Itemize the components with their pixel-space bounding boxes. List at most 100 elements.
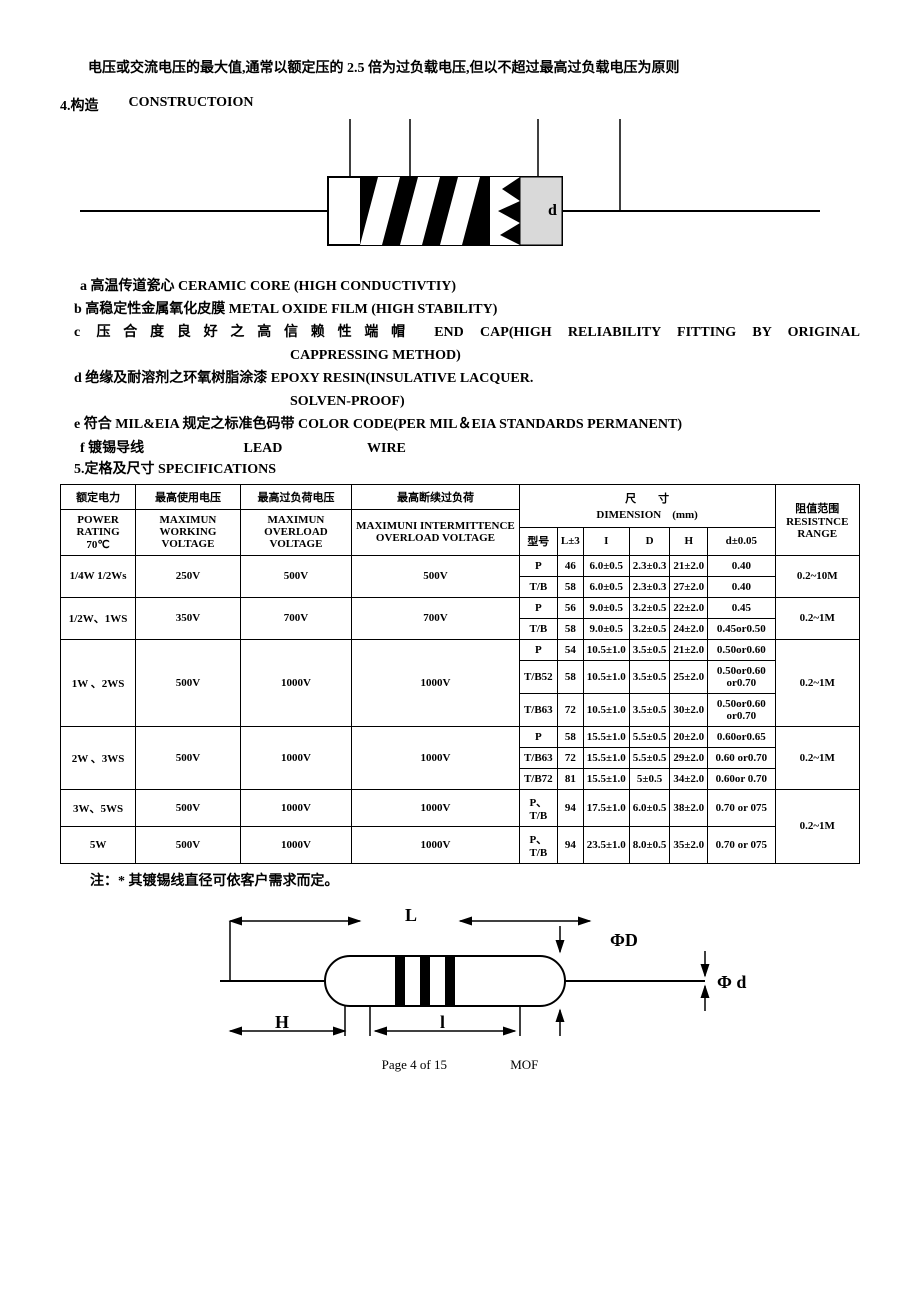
cell: 1/2W、1WS: [61, 597, 136, 639]
cell: 58: [557, 726, 583, 747]
cell: 1000V: [352, 726, 520, 789]
doc-code: MOF: [510, 1057, 538, 1073]
section4-title-en: CONSTRUCTOION: [129, 95, 254, 111]
dim-d: Φ d: [717, 972, 746, 992]
cell: 54: [557, 639, 583, 660]
cell: 700V: [352, 597, 520, 639]
table-row: 1/2W、1WS350V700V700VP569.0±0.53.2±0.522±…: [61, 597, 860, 618]
cell: T/B52: [519, 660, 557, 693]
dim-l: l: [440, 1012, 445, 1032]
cell: 500V: [352, 555, 520, 597]
cell: 22±2.0: [670, 597, 708, 618]
table-row: 1/4W 1/2Ws250V500V500VP466.0±0.52.3±0.32…: [61, 555, 860, 576]
page-number: Page 4 of 15: [382, 1057, 447, 1073]
cell: T/B: [519, 576, 557, 597]
label-d-desc1: d 绝缘及耐溶剂之环氧树脂涂漆 EPOXY RESIN(INSULATIVE L…: [74, 368, 860, 389]
cell: 0.50or0.60 or0.70: [708, 693, 775, 726]
cell: 9.0±0.5: [583, 618, 629, 639]
label-c-desc2: CAPPRESSING METHOD): [80, 345, 860, 366]
cell: 1000V: [240, 726, 351, 789]
cell: 0.45or0.50: [708, 618, 775, 639]
cell: 0.40: [708, 576, 775, 597]
cell: P、T/B: [519, 789, 557, 826]
cell: 2W 、3WS: [61, 726, 136, 789]
cell: 8.0±0.5: [629, 826, 670, 863]
th-miov-cn: 最高断续过负荷: [352, 484, 520, 509]
cell: 10.5±1.0: [583, 693, 629, 726]
th-mwv-cn: 最高使用电压: [136, 484, 241, 509]
cell: 20±2.0: [670, 726, 708, 747]
th-mov-en: MAXIMUN OVERLOAD VOLTAGE: [240, 509, 351, 555]
label-d-desc2: SOLVEN-PROOF): [80, 391, 860, 412]
cell: 15.5±1.0: [583, 726, 629, 747]
cell: 1000V: [240, 826, 351, 863]
th-miov-en: MAXIMUNI INTERMITTENCE OVERLOAD VOLTAGE: [352, 509, 520, 555]
cell: 5±0.5: [629, 768, 670, 789]
spec-table: 额定电力 最高使用电压 最高过负荷电压 最高断续过负荷 尺 寸 DIMENSIO…: [60, 484, 860, 864]
cell: 30±2.0: [670, 693, 708, 726]
label-f-desc: f 镀锡导线 LEAD WIRE: [80, 437, 860, 457]
cell: 700V: [240, 597, 351, 639]
cell: 21±2.0: [670, 639, 708, 660]
cell: 58: [557, 576, 583, 597]
cell: 3W、5WS: [61, 789, 136, 826]
th-sub-0: 型号: [519, 527, 557, 555]
cell: 1W 、2WS: [61, 639, 136, 726]
cell: 0.2~10M: [775, 555, 859, 597]
cell: 9.0±0.5: [583, 597, 629, 618]
cell: 5.5±0.5: [629, 747, 670, 768]
cell: 5W: [61, 826, 136, 863]
th-pr-cn: 额定电力: [61, 484, 136, 509]
label-a-desc: a 高温传道瓷心 CERAMIC CORE (HIGH CONDUCTIVTIY…: [80, 276, 860, 297]
cell: 15.5±1.0: [583, 768, 629, 789]
cell: 58: [557, 660, 583, 693]
cell: 500V: [136, 826, 241, 863]
cell: 0.2~1M: [775, 639, 859, 726]
cell: 250V: [136, 555, 241, 597]
th-sub-5: d±0.05: [708, 527, 775, 555]
cell: 94: [557, 826, 583, 863]
cell: 3.2±0.5: [629, 597, 670, 618]
dimension-diagram: L ΦD Φ d H l: [60, 896, 860, 1051]
cell: 0.60or 0.70: [708, 768, 775, 789]
section5-title: 5.定格及尺寸 SPECIFICATIONS: [74, 459, 860, 480]
cell: 10.5±1.0: [583, 660, 629, 693]
cell: 0.50or0.60: [708, 639, 775, 660]
cell: 35±2.0: [670, 826, 708, 863]
cell: 3.2±0.5: [629, 618, 670, 639]
cell: 3.5±0.5: [629, 693, 670, 726]
cell: 1000V: [352, 789, 520, 826]
cell: P: [519, 726, 557, 747]
table-row: 2W 、3WS500V1000V1000VP5815.5±1.05.5±0.52…: [61, 726, 860, 747]
cell: 500V: [240, 555, 351, 597]
cell: 29±2.0: [670, 747, 708, 768]
cell: 2.3±0.3: [629, 555, 670, 576]
cell: 72: [557, 747, 583, 768]
cell: 38±2.0: [670, 789, 708, 826]
cell: 0.2~1M: [775, 597, 859, 639]
cell: 0.2~1M: [775, 726, 859, 789]
cell: 72: [557, 693, 583, 726]
cell: 94: [557, 789, 583, 826]
cell: 6.0±0.5: [583, 555, 629, 576]
th-sub-1: L±3: [557, 527, 583, 555]
note: 注：* 其镀锡线直径可依客户需求而定。: [90, 870, 860, 890]
cell: 1000V: [240, 789, 351, 826]
table-row: 5W500V1000V1000VP、T/B9423.5±1.08.0±0.535…: [61, 826, 860, 863]
cell: 0.70 or 075: [708, 789, 775, 826]
cell: P: [519, 639, 557, 660]
dim-D: ΦD: [610, 930, 638, 950]
cell: 58: [557, 618, 583, 639]
th-mwv-en: MAXIMUN WORKING VOLTAGE: [136, 509, 241, 555]
cell: 500V: [136, 789, 241, 826]
th-mov-cn: 最高过负荷电压: [240, 484, 351, 509]
cell: 1000V: [352, 826, 520, 863]
cell: 3.5±0.5: [629, 660, 670, 693]
th-range: 阻值范围 RESISTNCE RANGE: [775, 484, 859, 555]
cell: 10.5±1.0: [583, 639, 629, 660]
cell: 1000V: [352, 639, 520, 726]
table-row: 1W 、2WS500V1000V1000VP5410.5±1.03.5±0.52…: [61, 639, 860, 660]
cell: P、T/B: [519, 826, 557, 863]
construction-diagram: c b e f d: [60, 119, 860, 274]
cell: 34±2.0: [670, 768, 708, 789]
